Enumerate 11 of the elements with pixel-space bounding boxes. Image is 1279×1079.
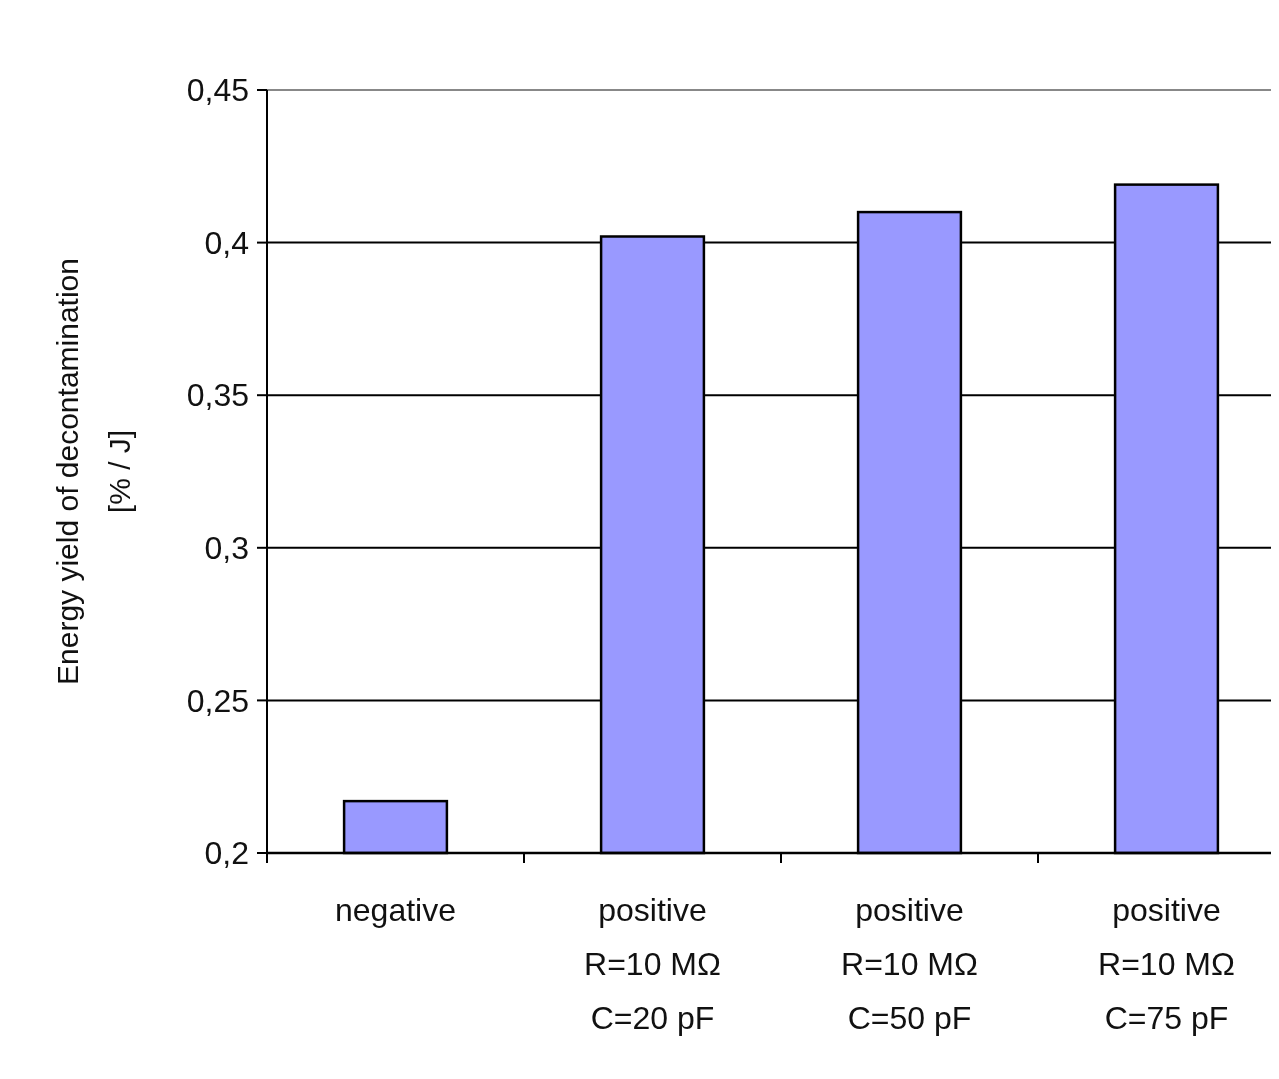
y-tick-label: 0,3	[204, 530, 249, 566]
x-tick-label: positive R=10 MΩ C=20 pF	[584, 892, 721, 1036]
y-tick-label: 0,4	[204, 224, 249, 261]
y-tick-label: 0,35	[186, 377, 249, 414]
x-tick-label: positive R=10 MΩ C=75 pF	[1098, 892, 1235, 1036]
y-axis-title: Energy yield of decontamination [% / J]	[51, 258, 136, 685]
y-tick-label: 0,45	[186, 72, 249, 109]
y-tick-label: 0,25	[186, 682, 249, 719]
x-tick-label: positive R=10 MΩ C=50 pF	[841, 892, 978, 1036]
y-tick-label: 0,2	[204, 835, 249, 872]
x-tick-label: negative	[335, 892, 456, 928]
